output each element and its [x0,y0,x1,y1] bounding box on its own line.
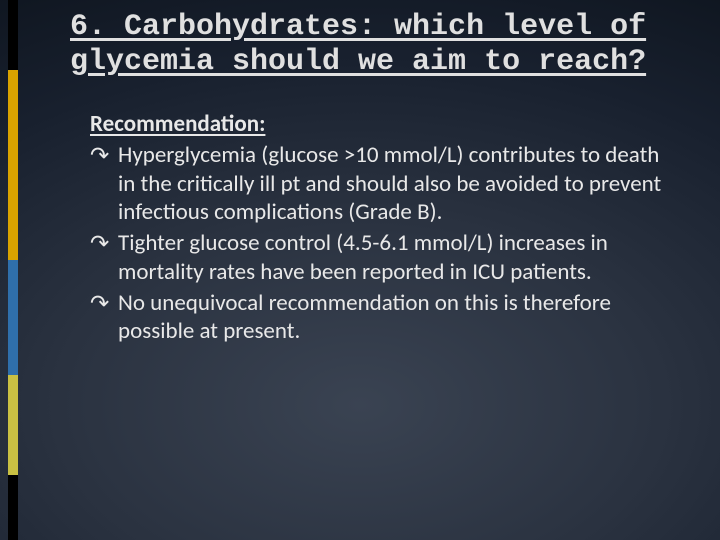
bullet-item: ↷ Hyperglycemia (glucose >10 mmol/L) con… [90,141,670,227]
bullet-item: ↷ No unequivocal recommendation on this … [90,289,670,347]
accent-segment [8,260,18,375]
accent-segment [8,475,18,540]
slide-body: Recommendation: ↷ Hyperglycemia (glucose… [90,110,670,348]
accent-segment [8,70,18,260]
bullet-text: Tighter glucose control (4.5-6.1 mmol/L)… [118,229,608,286]
recommendation-heading: Recommendation: [90,110,670,139]
slide: 6. Carbohydrates: which level of glycemi… [0,0,720,540]
bullet-glyph-icon: ↷ [90,289,109,318]
accent-segment [8,0,18,70]
bullet-glyph-icon: ↷ [90,141,109,170]
bullet-text: No unequivocal recommendation on this is… [118,289,611,346]
bullet-text: Hyperglycemia (glucose >10 mmol/L) contr… [118,141,661,227]
bullet-glyph-icon: ↷ [90,229,109,258]
accent-bar [8,0,18,540]
bullet-item: ↷ Tighter glucose control (4.5-6.1 mmol/… [90,229,670,287]
slide-title: 6. Carbohydrates: which level of glycemi… [70,10,670,79]
accent-segment [8,375,18,475]
